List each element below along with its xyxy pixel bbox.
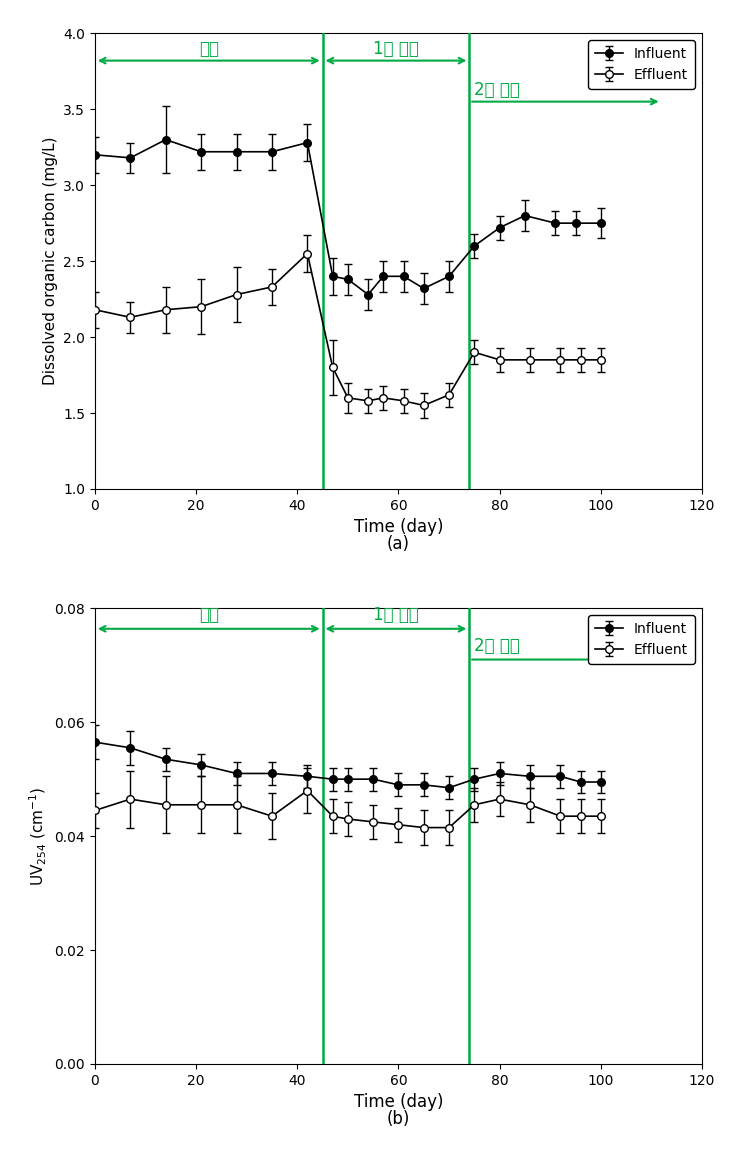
Text: 2차 샘플: 2차 샘플 [474, 81, 520, 99]
Y-axis label: UV$_{254}$ (cm$^{-1}$): UV$_{254}$ (cm$^{-1}$) [27, 787, 49, 886]
X-axis label: Time (day): Time (day) [354, 1094, 444, 1111]
X-axis label: Time (day): Time (day) [354, 519, 444, 536]
Legend: Influent, Effluent: Influent, Effluent [588, 615, 695, 664]
Text: 2차 샘플: 2차 샘플 [474, 637, 520, 655]
Text: 1차 샘플: 1차 샘플 [373, 39, 419, 58]
Y-axis label: Dissolved organic carbon (mg/L): Dissolved organic carbon (mg/L) [42, 137, 58, 385]
Text: 순응: 순응 [198, 606, 218, 624]
Legend: Influent, Effluent: Influent, Effluent [588, 40, 695, 89]
Text: (a): (a) [387, 535, 410, 552]
Text: (b): (b) [387, 1110, 410, 1127]
Text: 1차 샘플: 1차 샘플 [373, 606, 419, 624]
Text: 순응: 순응 [198, 39, 218, 58]
